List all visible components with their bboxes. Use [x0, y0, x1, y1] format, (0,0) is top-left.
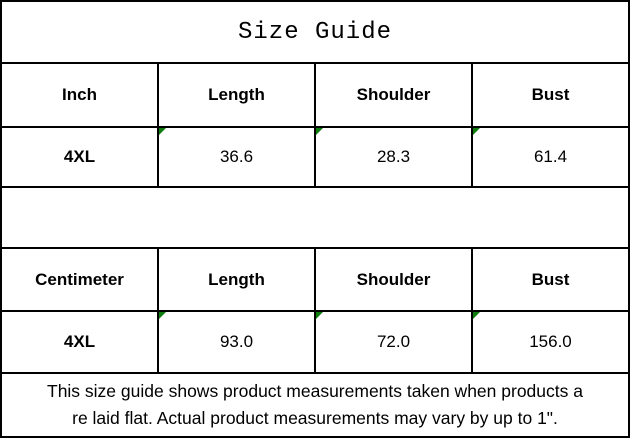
excel-corner-flag-icon [160, 313, 166, 319]
header-cell-bust-cm: Bust [471, 247, 630, 312]
table-row-cm-4xl: 4XL 93.0 72.0 156.0 [0, 310, 630, 374]
header-cell-inch: Inch [0, 62, 159, 128]
excel-corner-flag-icon [317, 313, 323, 319]
header-cell-shoulder-inch: Shoulder [314, 62, 473, 128]
header-cell-centimeter: Centimeter [0, 247, 159, 312]
header-cell-length-cm: Length [157, 247, 316, 312]
header-cell-length-inch: Length [157, 62, 316, 128]
excel-corner-flag-icon [474, 129, 480, 135]
measurement-value: 61.4 [533, 147, 568, 166]
excel-corner-flag-icon [160, 129, 166, 135]
measurement-value: 156.0 [529, 332, 572, 351]
disclaimer-line-2: re laid flat. Actual product measurement… [72, 408, 558, 428]
measurement-cell-bust-inch: 61.4 [471, 126, 630, 188]
size-label-cell: 4XL [0, 126, 159, 188]
measurement-cell-shoulder-inch: 28.3 [314, 126, 473, 188]
measurement-value: 93.0 [219, 332, 254, 351]
size-label-cell: 4XL [0, 310, 159, 374]
measurement-value: 36.6 [219, 147, 254, 166]
measurement-cell-shoulder-cm: 72.0 [314, 310, 473, 374]
header-cell-shoulder-cm: Shoulder [314, 247, 473, 312]
excel-corner-flag-icon [474, 313, 480, 319]
measurement-cell-length-inch: 36.6 [157, 126, 316, 188]
measurement-value: 28.3 [376, 147, 411, 166]
excel-corner-flag-icon [317, 129, 323, 135]
page-title: Size Guide [0, 0, 630, 64]
measurement-cell-bust-cm: 156.0 [471, 310, 630, 374]
measurement-cell-length-cm: 93.0 [157, 310, 316, 374]
header-cell-bust-inch: Bust [471, 62, 630, 128]
disclaimer-line-1: This size guide shows product measuremen… [47, 381, 583, 401]
spacer-row [0, 186, 630, 249]
measurement-value: 72.0 [376, 332, 411, 351]
table-row-inch-4xl: 4XL 36.6 28.3 61.4 [0, 126, 630, 188]
disclaimer-text: This size guide shows product measuremen… [0, 372, 630, 438]
